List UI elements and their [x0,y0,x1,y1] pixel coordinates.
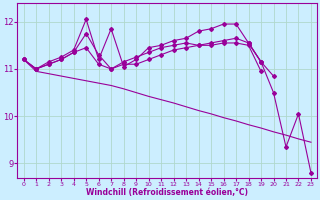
X-axis label: Windchill (Refroidissement éolien,°C): Windchill (Refroidissement éolien,°C) [86,188,248,197]
